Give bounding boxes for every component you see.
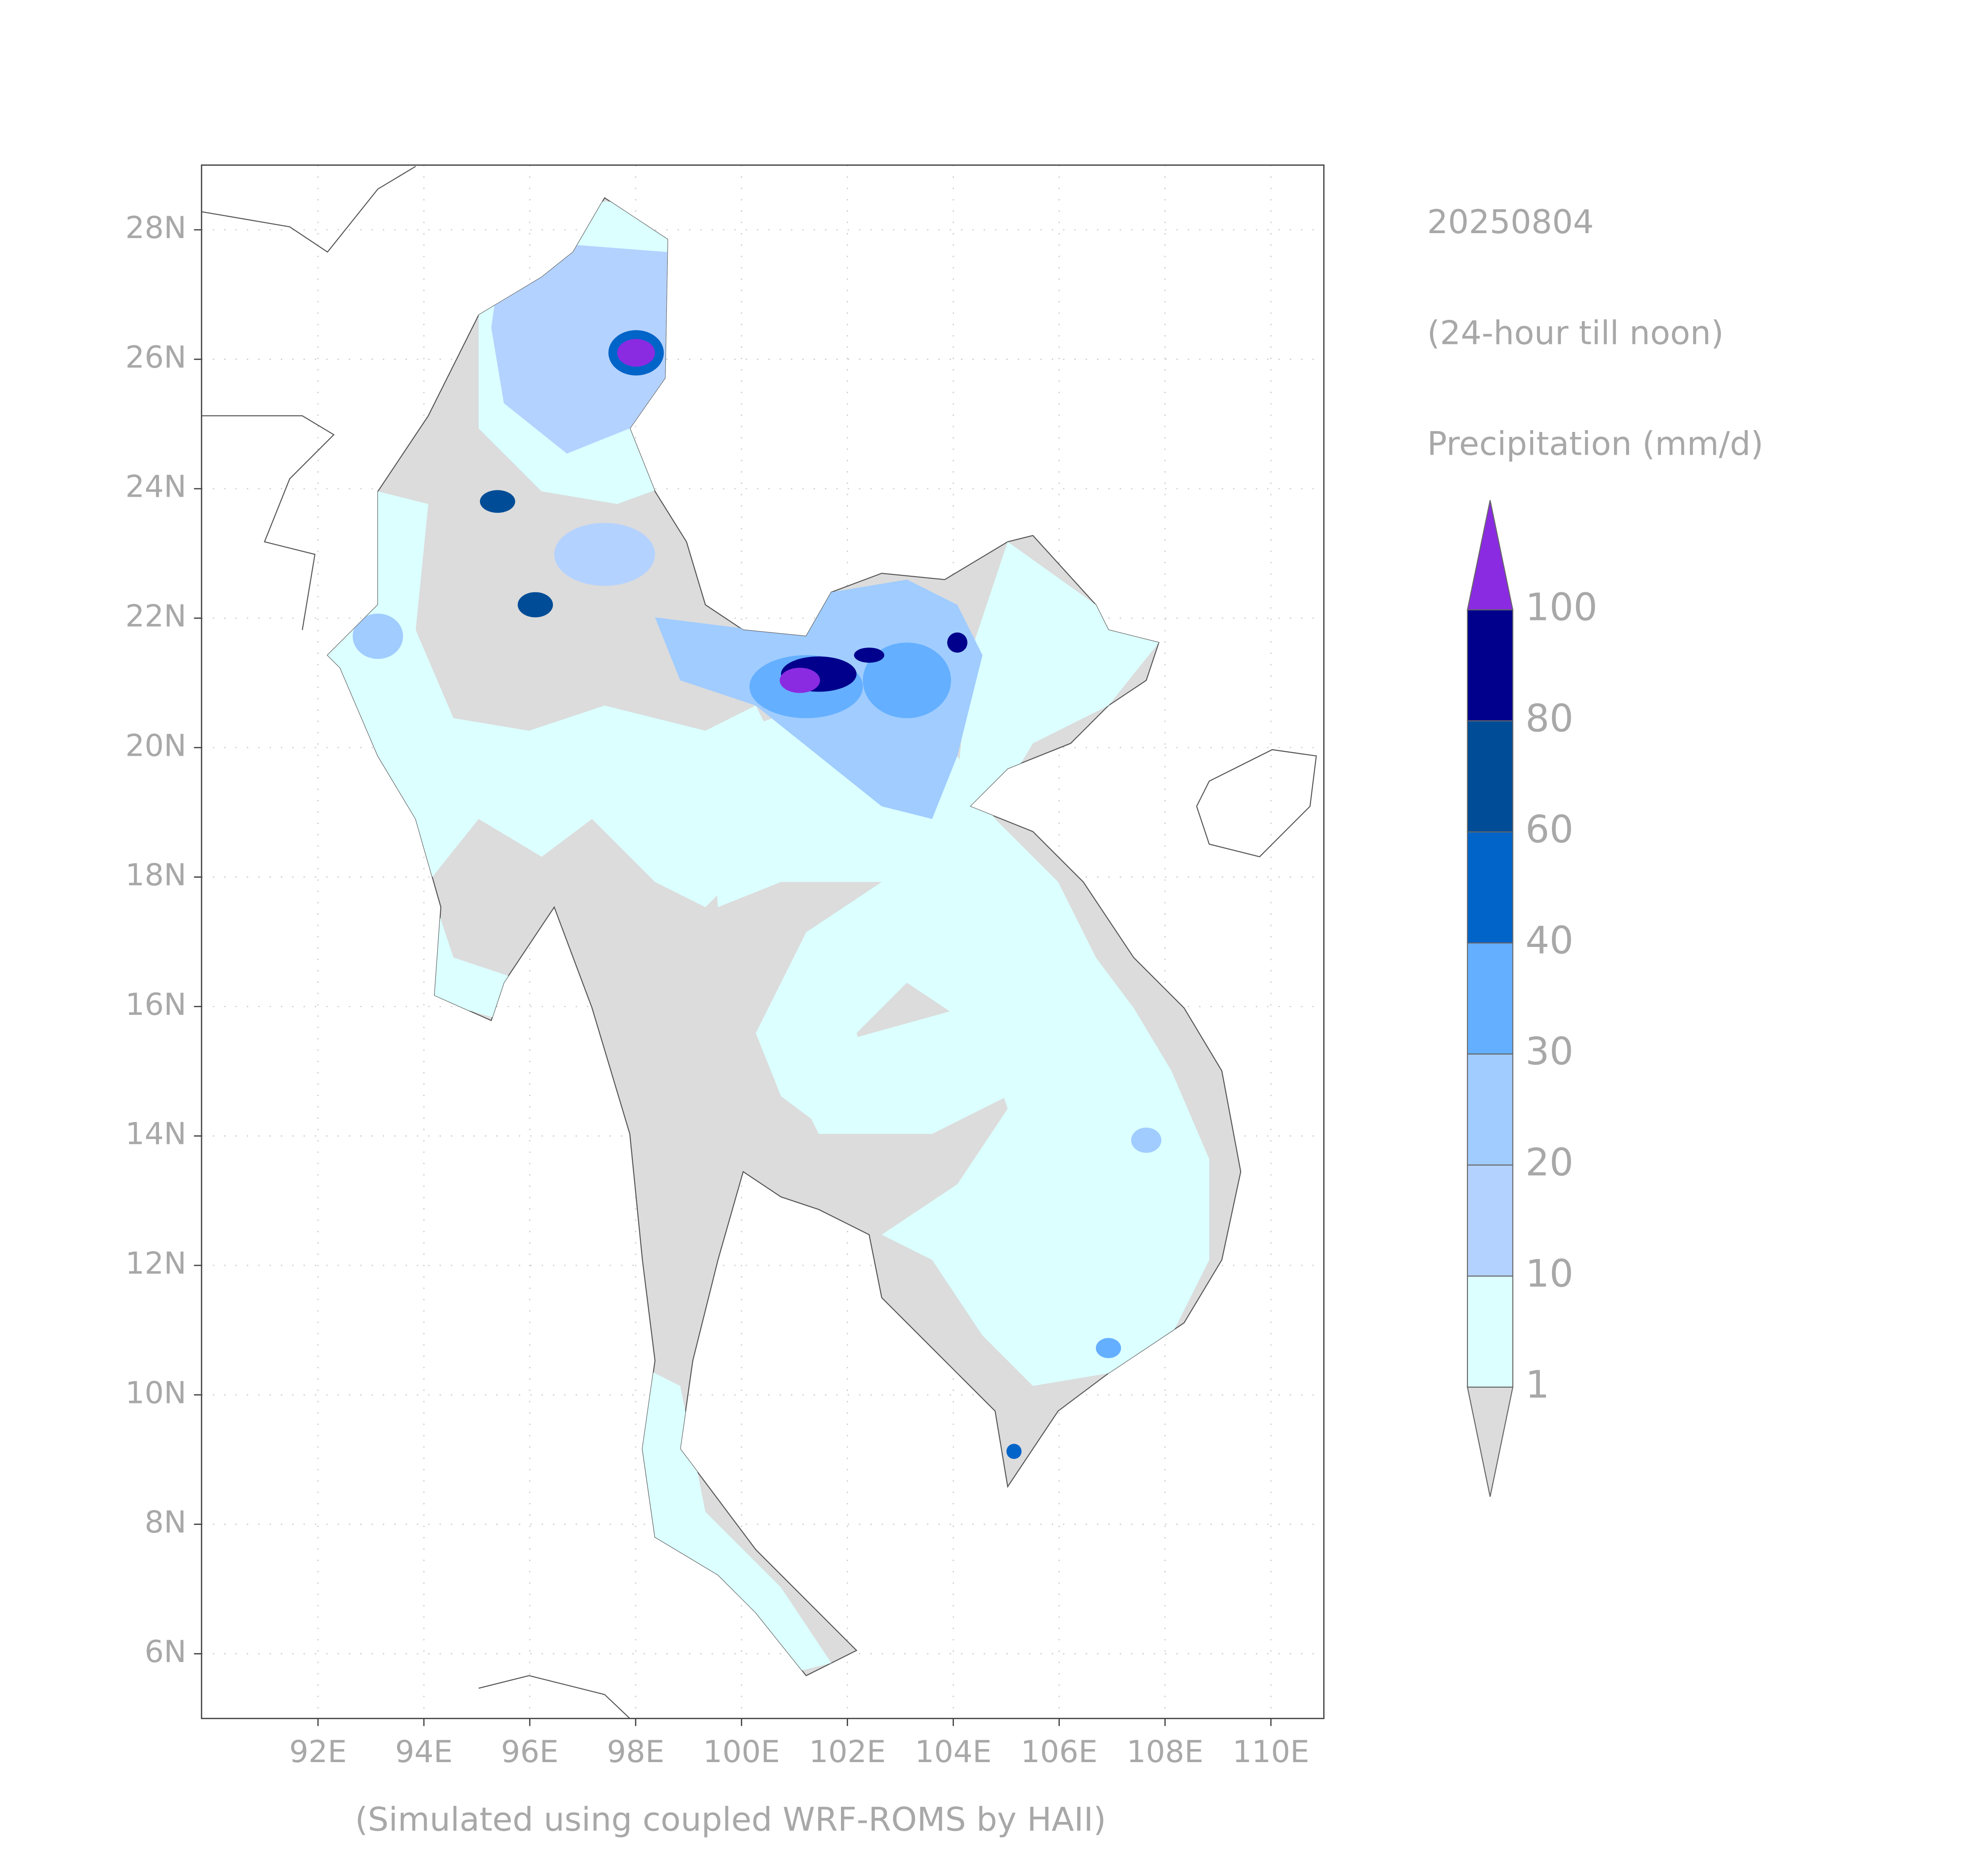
- colorbar-box: [1467, 720, 1513, 833]
- y-tick-label: 18N: [125, 857, 187, 892]
- x-tick-label: 94E: [395, 1734, 453, 1769]
- variable-label: Precipitation (mm/d): [1427, 425, 1764, 463]
- colorbar-label: 30: [1526, 1029, 1574, 1073]
- colorbar-box: [1467, 831, 1513, 944]
- map-frame: [201, 164, 1325, 1719]
- border-outline: [201, 415, 335, 630]
- date-title: 20250804: [1427, 203, 1594, 241]
- colorbar-box: [1467, 942, 1513, 1055]
- colorbar-label: 80: [1526, 696, 1574, 740]
- colorbar-under: [1467, 1386, 1513, 1497]
- colorbar-label: 1: [1526, 1362, 1550, 1407]
- colorbar-label: 10: [1526, 1251, 1574, 1295]
- y-tick-label: 28N: [125, 210, 187, 245]
- colorbar-label: 60: [1526, 807, 1574, 851]
- x-tick-label: 102E: [809, 1734, 886, 1769]
- y-tick-label: 22N: [125, 598, 187, 633]
- y-tick-label: 14N: [125, 1116, 187, 1152]
- x-tick-label: 110E: [1233, 1734, 1309, 1769]
- colorbar-box: [1467, 1053, 1513, 1166]
- island-outline: [1196, 749, 1317, 858]
- x-tick-label: 100E: [703, 1734, 780, 1769]
- y-tick-label: 6N: [145, 1634, 187, 1669]
- y-tick-label: 10N: [125, 1375, 187, 1410]
- colorbar-label: 40: [1526, 918, 1574, 963]
- border-outline: [478, 1675, 631, 1719]
- colorbar-over: [1467, 500, 1513, 611]
- y-tick-label: 20N: [125, 728, 187, 763]
- x-tick-label: 96E: [501, 1734, 559, 1769]
- colorbar-box: [1467, 609, 1513, 721]
- colorbar-box: [1467, 1164, 1513, 1277]
- period-subtitle: (24-hour till noon): [1427, 314, 1724, 352]
- land-area: [326, 197, 1242, 1676]
- y-tick-label: 16N: [125, 987, 187, 1022]
- border-outline: [201, 166, 416, 253]
- colorbar-label: 20: [1526, 1140, 1574, 1185]
- y-tick-label: 8N: [145, 1504, 187, 1540]
- land: [201, 166, 1317, 1719]
- colorbar-box: [1467, 1275, 1513, 1388]
- x-tick-label: 106E: [1021, 1734, 1098, 1769]
- colorbar: 1 10 20 30 40 60 80 100: [1467, 500, 1597, 1497]
- x-tick-label: 98E: [607, 1734, 665, 1769]
- y-tick-label: 12N: [125, 1246, 187, 1281]
- precip-field: [327, 201, 1209, 1676]
- colorbar-label: 100: [1526, 585, 1597, 629]
- y-tick-label: 26N: [125, 339, 187, 375]
- y-tick-label: 24N: [125, 469, 187, 504]
- x-tick-label: 104E: [915, 1734, 992, 1769]
- footer-note: (Simulated using coupled WRF-ROMS by HAI…: [355, 1801, 1106, 1839]
- x-tick-label: 92E: [289, 1734, 347, 1769]
- x-tick-label: 108E: [1127, 1734, 1204, 1769]
